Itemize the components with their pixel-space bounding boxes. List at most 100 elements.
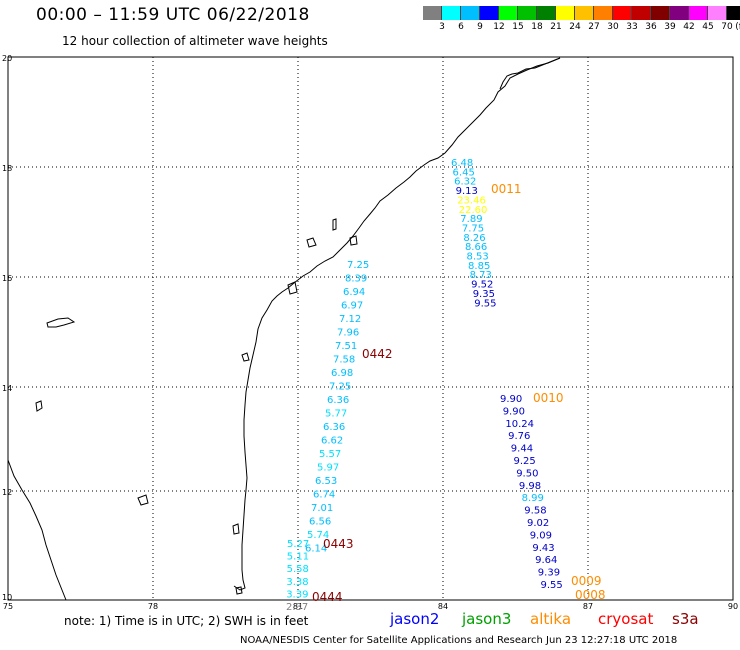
wave-height-value: 6.45 (453, 167, 475, 178)
scale-label: 18 (531, 22, 543, 32)
wave-height-value: 9.25 (514, 456, 536, 467)
island-7 (332, 218, 337, 231)
wave-height-tracks: 6.486.456.329.1323.4622.607.897.758.268.… (286, 158, 606, 613)
wave-height-value: 6.36 (327, 395, 349, 406)
longitude-label: 84 (438, 602, 448, 611)
scale-label: 9 (477, 22, 483, 32)
scale-label: 12 (493, 22, 505, 32)
scale-swatch (689, 6, 708, 20)
scale-swatch (575, 6, 594, 20)
scale-swatch (499, 6, 518, 20)
wave-height-value: 6.48 (451, 158, 473, 169)
scale-label: 27 (588, 22, 600, 32)
wave-height-value: 6.94 (343, 287, 365, 298)
wave-height-value: 6.36 (323, 422, 345, 433)
wave-height-value: 7.58 (333, 355, 355, 366)
wave-height-value: 9.39 (538, 568, 560, 579)
wave-height-value: 7.25 (347, 260, 369, 271)
color-scale (423, 6, 740, 20)
island-4 (137, 494, 149, 506)
longitude-label: 87 (583, 602, 593, 611)
scale-label: 33 (626, 22, 638, 32)
island-6 (349, 235, 358, 246)
scale-swatch (556, 6, 575, 20)
pass-id-label: 0011 (491, 182, 522, 196)
wave-height-value: 8.26 (463, 233, 485, 244)
island-9 (232, 523, 240, 535)
pass-id-label: 0010 (533, 391, 564, 405)
wave-height-value: 8.85 (468, 261, 490, 272)
scale-label: 3 (439, 22, 445, 32)
scale-swatch (613, 6, 632, 20)
scale-swatch (651, 6, 670, 20)
axis-labels: 75 78 81 84 87 90 20 18 16 14 12 10 (2, 54, 738, 611)
wave-height-value: 9.58 (524, 506, 546, 517)
india-east-coast (233, 57, 561, 591)
scale-label: 70 (721, 22, 733, 32)
wave-height-value: 7.51 (335, 341, 357, 352)
wave-height-value: 6.97 (341, 301, 363, 312)
wave-height-value: 8.66 (465, 242, 487, 253)
scale-label: 6 (458, 22, 464, 32)
wave-height-value: 5.77 (325, 409, 347, 420)
wave-height-value: 6.53 (315, 476, 337, 487)
wave-height-value: 9.90 (503, 406, 525, 417)
scale-label: 15 (512, 22, 524, 32)
wave-height-value: 5.74 (307, 530, 329, 541)
wave-height-value: 6.74 (313, 490, 335, 501)
latitude-label: 10 (2, 593, 12, 602)
scale-label: 42 (683, 22, 695, 32)
island-10 (235, 586, 243, 595)
wave-height-value: 10.24 (505, 419, 534, 430)
wave-height-value: 8.39 (345, 274, 367, 285)
coastline (7, 57, 561, 601)
scale-swatch (480, 6, 499, 20)
wave-height-value: 6.98 (331, 368, 353, 379)
scale-label: 30 (607, 22, 619, 32)
island-5 (306, 237, 317, 248)
island-2 (35, 400, 43, 412)
graticule (8, 57, 733, 600)
scale-label: 24 (569, 22, 581, 32)
scale-swatch (442, 6, 461, 20)
legend-item-jason3: jason3 (462, 610, 512, 628)
wave-height-value: 9.76 (508, 431, 530, 442)
scale-label: 39 (664, 22, 676, 32)
scale-label: (ft) (735, 22, 740, 32)
pass-id-label: 0008 (575, 588, 606, 602)
scale-swatch (537, 6, 556, 20)
legend-item-cryosat: cryosat (598, 610, 654, 628)
footer-credit: NOAA/NESDIS Center for Satellite Applica… (240, 635, 678, 646)
latitude-label: 14 (2, 384, 12, 393)
latitude-label: 12 (2, 488, 12, 497)
wave-height-value: 7.12 (339, 314, 361, 325)
wave-height-value: 3.38 (286, 577, 308, 588)
scale-swatch (423, 6, 442, 20)
island-1 (46, 317, 76, 328)
scale-swatch (594, 6, 613, 20)
scale-label: 36 (645, 22, 657, 32)
longitude-label: 90 (728, 602, 738, 611)
scale-swatch (518, 6, 537, 20)
wave-height-value: 3.39 (286, 589, 308, 600)
pass-id-label: 0442 (362, 347, 393, 361)
wave-height-value: 6.56 (309, 517, 331, 528)
wave-height-value: 9.44 (511, 444, 533, 455)
pass-id-label: 0009 (571, 574, 602, 588)
scale-swatch (670, 6, 689, 20)
wave-height-value: 7.25 (329, 382, 351, 393)
wave-height-value: 9.43 (532, 543, 554, 554)
legend-item-s3a: s3a (672, 610, 699, 628)
wave-height-value: 6.32 (454, 177, 476, 188)
pass-id-label: 0443 (323, 537, 354, 551)
scale-swatch (727, 6, 740, 20)
scale-swatch (632, 6, 651, 20)
wave-height-value: 5.57 (319, 449, 341, 460)
map-frame (7, 56, 734, 601)
scale-swatch (461, 6, 480, 20)
wave-height-value: 7.01 (311, 503, 333, 514)
wave-height-value: 5.58 (287, 564, 309, 575)
island-3 (241, 352, 250, 362)
legend-item-altika: altika (530, 610, 572, 628)
